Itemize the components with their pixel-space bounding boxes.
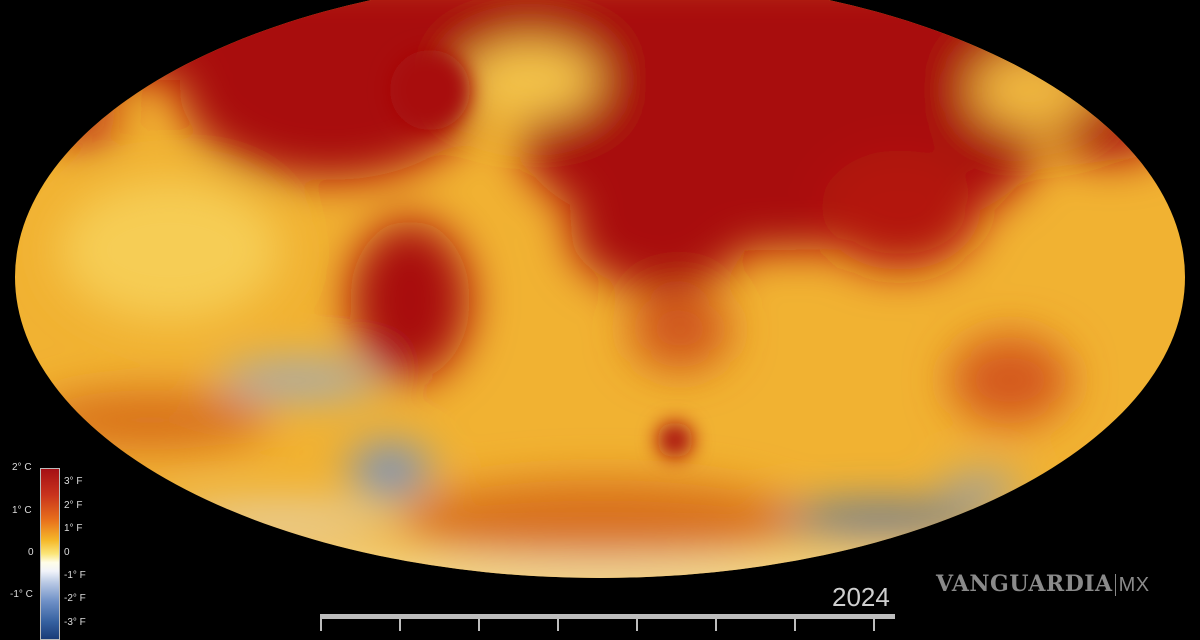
legend-label-f: 3° F [64, 476, 83, 487]
timeline-tick [873, 619, 875, 631]
legend-label-f: 0 [64, 547, 70, 558]
legend-label-c: 1° C [12, 505, 32, 516]
legend-label-c: 2° C [12, 462, 32, 473]
current-year: 2024 [832, 582, 890, 612]
timeline-tick [320, 619, 322, 631]
color-scale-bar [40, 468, 60, 640]
legend-label-f: 2° F [64, 500, 83, 511]
legend-label-f: -1° F [64, 570, 86, 581]
legend-label-c: 0 [28, 547, 34, 558]
timeline-bar[interactable] [320, 614, 895, 619]
timeline-tick [478, 619, 480, 631]
timeline-tick [636, 619, 638, 631]
timeline-tick [794, 619, 796, 631]
legend-label-f: -2° F [64, 593, 86, 604]
legend-label-f: -3° F [64, 617, 86, 628]
timeline-tick [715, 619, 717, 631]
timeline-tick [399, 619, 401, 631]
watermark-logo: VANGUARDIA MX [936, 571, 1150, 597]
legend-label-f: 1° F [64, 523, 83, 534]
timeline-tick [557, 619, 559, 631]
color-scale-legend: 2° C 1° C 0 -1° C 3° F 2° F 1° F 0 -1° F… [0, 460, 120, 640]
legend-label-c: -1° C [10, 589, 33, 600]
